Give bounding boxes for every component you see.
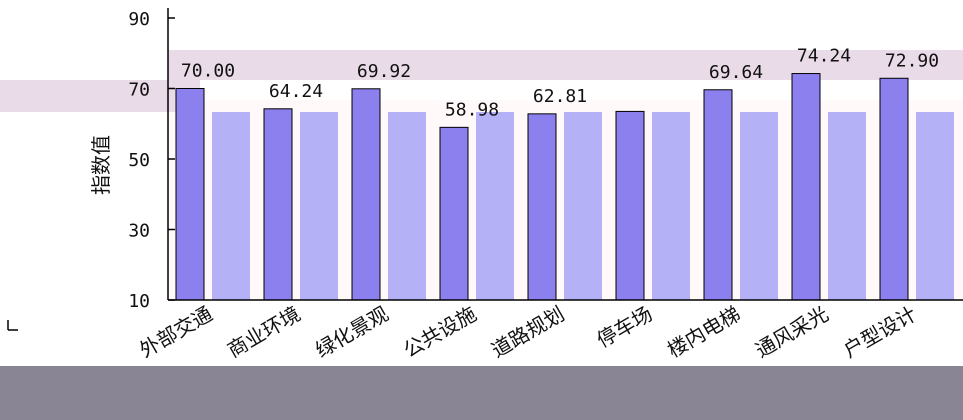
bar-series2-8 <box>916 112 954 300</box>
data-label-4: 62.81 <box>533 86 587 107</box>
category-label-1: 商业环境 <box>223 302 304 363</box>
bar-series1-2 <box>351 88 381 301</box>
category-label-2: 绿化景观 <box>311 302 392 363</box>
category-label-3: 公共设施 <box>399 302 480 363</box>
category-label-6: 楼内电梯 <box>663 302 744 363</box>
top-pink-band <box>168 50 963 80</box>
y-axis-title: 指数值 <box>89 135 113 195</box>
data-label-2: 69.92 <box>357 61 411 82</box>
bar-series2-5 <box>652 112 690 300</box>
y-tick-label-4: 90 <box>128 9 150 30</box>
category-label-4: 道路规划 <box>487 302 568 363</box>
y-ticks-group: 10 30 50 70 90 <box>128 9 175 312</box>
left-pink-band <box>0 80 200 112</box>
bar-series1-3 <box>439 126 469 301</box>
bar-series1-8 <box>879 77 909 301</box>
bar-series1-4 <box>527 113 557 301</box>
bar-series1-6 <box>703 89 733 301</box>
data-label-1: 64.24 <box>269 81 323 102</box>
bars-group <box>175 73 954 301</box>
category-labels-group: 外部交通 商业环境 绿化景观 公共设施 道路规划 停车场 楼内电梯 通风采光 户型设计 <box>135 302 920 363</box>
data-label-0: 70.00 <box>181 61 235 82</box>
data-labels-group: 70.00 64.24 69.92 58.98 62.81 69.64 74.24 72.90 <box>181 46 939 121</box>
bar-series1-7 <box>791 73 821 301</box>
y-tick-label-0: 10 <box>128 291 150 312</box>
bar-series1-5 <box>615 110 645 301</box>
bar-series1-1 <box>263 108 293 301</box>
data-label-6: 69.64 <box>709 62 763 83</box>
bar-series2-7 <box>828 112 866 300</box>
y-tick-label-2: 50 <box>128 150 150 171</box>
data-label-3: 58.98 <box>445 99 499 120</box>
bottom-band <box>0 366 963 420</box>
category-label-8: 户型设计 <box>839 302 920 363</box>
bar-series1-0 <box>175 88 205 301</box>
y-tick-label-3: 70 <box>128 80 150 101</box>
bar-series2-4 <box>564 112 602 300</box>
bar-series2-3 <box>476 112 514 300</box>
category-label-7: 通风采光 <box>751 302 832 363</box>
bar-series2-2 <box>388 112 426 300</box>
bar-series2-0 <box>212 112 250 300</box>
y-tick-label-1: 30 <box>128 221 150 242</box>
data-label-8: 72.90 <box>885 50 939 71</box>
bar-series2-1 <box>300 112 338 300</box>
category-label-5: 停车场 <box>593 302 657 353</box>
bar-series2-6 <box>740 112 778 300</box>
data-label-7: 74.24 <box>797 46 851 67</box>
